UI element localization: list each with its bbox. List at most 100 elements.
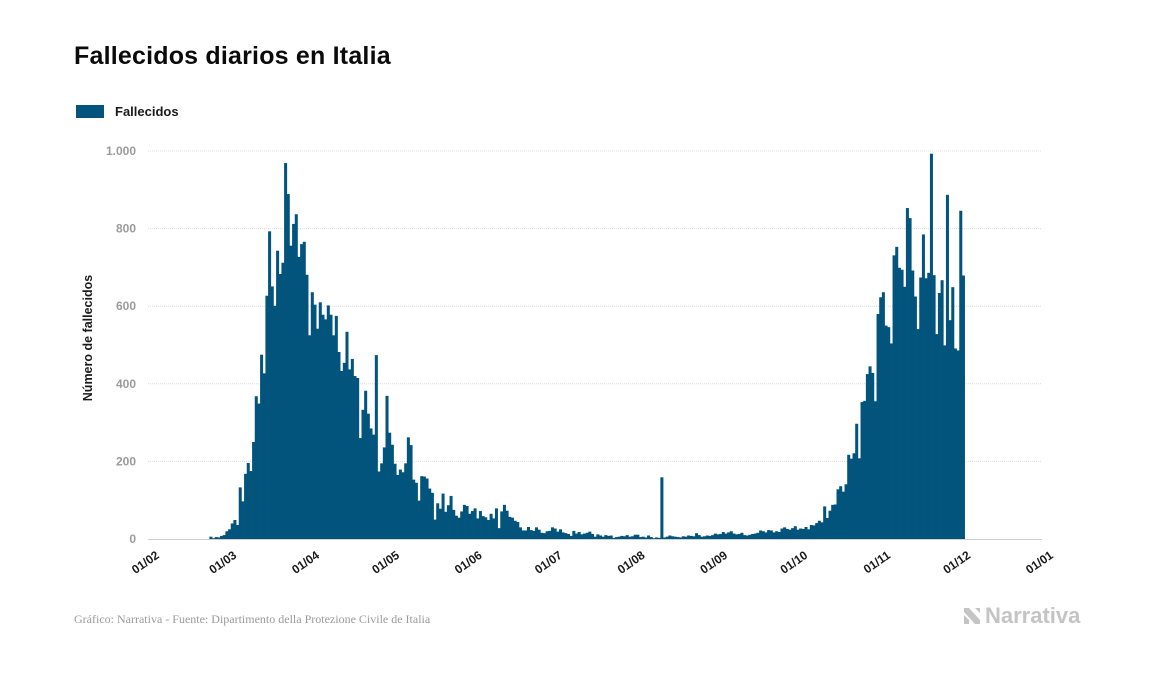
bar: [497, 528, 501, 539]
bar: [761, 531, 765, 539]
bar: [564, 533, 568, 539]
bar: [735, 534, 739, 539]
bar: [855, 423, 859, 539]
y-tick-label: 800: [116, 222, 136, 236]
bar: [820, 522, 824, 539]
bar: [625, 535, 629, 539]
x-tick-label: 01/11: [861, 548, 893, 576]
bar: [529, 530, 533, 539]
bar: [358, 438, 362, 539]
bar: [230, 523, 234, 539]
bar: [929, 153, 933, 539]
bar: [647, 535, 651, 539]
bar: [286, 194, 290, 539]
bar: [492, 518, 496, 539]
bar: [558, 529, 562, 539]
bar: [599, 535, 603, 539]
bar: [236, 525, 240, 539]
bar: [566, 533, 570, 539]
bar: [807, 529, 811, 539]
bar: [671, 536, 675, 539]
bar: [326, 305, 330, 539]
bar: [823, 506, 827, 539]
bar: [799, 528, 803, 539]
bar: [297, 256, 301, 539]
x-tick-label: 01/09: [697, 548, 730, 577]
bar: [737, 533, 741, 539]
bar: [897, 267, 901, 539]
bar: [665, 536, 669, 539]
bar: [660, 477, 664, 539]
bar: [908, 218, 912, 539]
bar: [801, 528, 805, 539]
bar: [249, 471, 253, 539]
bar: [639, 537, 643, 539]
bar: [556, 531, 560, 539]
bar: [703, 536, 707, 539]
bar: [537, 529, 541, 539]
bar: [812, 525, 816, 539]
bar: [591, 533, 595, 539]
bar: [300, 244, 304, 539]
x-tick-label: 01/07: [532, 548, 565, 577]
bar: [422, 476, 426, 539]
bar: [905, 208, 909, 540]
bar: [593, 536, 597, 539]
bar: [305, 274, 309, 539]
bar: [572, 530, 576, 539]
y-axis-label: Número de fallecidos: [81, 275, 95, 401]
bar: [871, 372, 875, 539]
bar: [601, 536, 605, 539]
bar: [284, 163, 288, 539]
bar: [692, 536, 696, 539]
bar: [257, 403, 261, 539]
bar: [508, 516, 512, 539]
bar: [369, 428, 373, 539]
bar: [620, 535, 624, 539]
bar: [353, 376, 357, 539]
bar: [484, 517, 488, 539]
bar: [580, 534, 584, 539]
bar: [924, 278, 928, 539]
bar: [433, 519, 437, 539]
bar: [342, 362, 346, 539]
bar: [332, 335, 336, 539]
bar: [607, 535, 611, 539]
bar: [366, 413, 370, 539]
x-tick-label: 01/04: [289, 548, 322, 577]
bar: [945, 194, 949, 539]
bar: [617, 536, 621, 539]
bar: [502, 504, 506, 539]
bar: [831, 504, 835, 539]
bar: [943, 345, 947, 539]
bar: [441, 493, 445, 539]
bar: [764, 532, 768, 539]
bar: [289, 245, 293, 540]
bar: [644, 537, 648, 539]
bar: [793, 526, 797, 539]
bar: [951, 287, 955, 539]
bar: [209, 536, 213, 539]
bar: [767, 530, 771, 539]
bar: [729, 531, 733, 539]
brand-name: Narrativa: [985, 603, 1081, 628]
bar: [956, 350, 960, 539]
bar: [276, 250, 280, 539]
y-tick-label: 200: [116, 454, 136, 468]
bar: [545, 531, 549, 539]
bar: [486, 519, 490, 539]
bar: [663, 537, 667, 539]
bar: [721, 532, 725, 539]
bar: [788, 529, 792, 539]
bar: [550, 527, 554, 539]
bar: [244, 473, 248, 539]
bar: [334, 315, 338, 539]
bar: [318, 302, 322, 539]
bar: [769, 530, 773, 539]
bar: [748, 534, 752, 539]
bar: [380, 463, 384, 539]
bar: [780, 528, 784, 539]
bar: [505, 510, 509, 539]
bar: [348, 369, 352, 539]
bar: [292, 223, 296, 539]
